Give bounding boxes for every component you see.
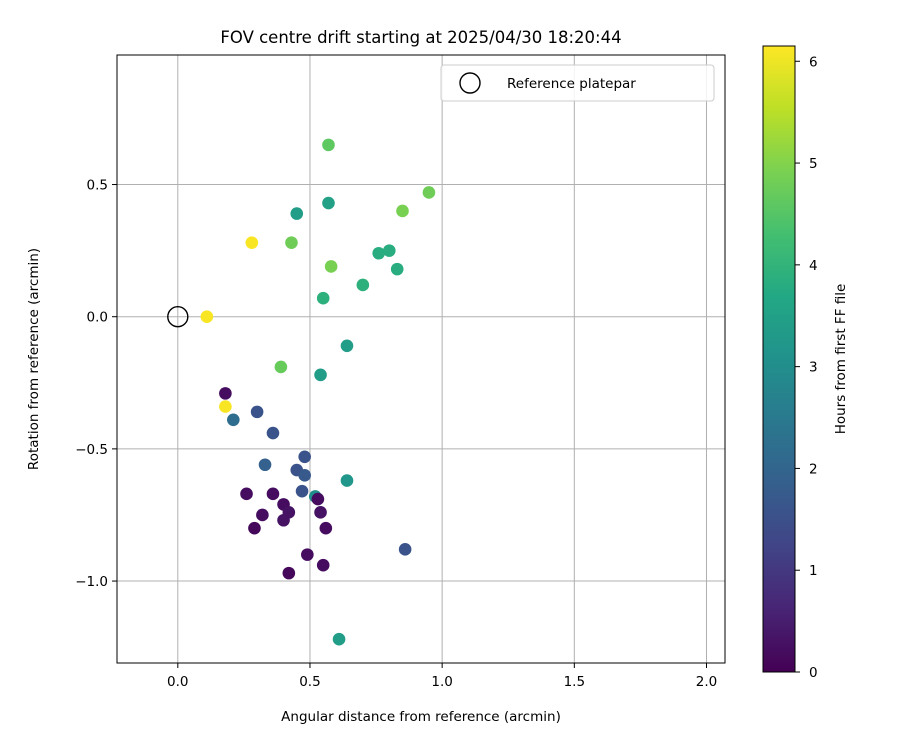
reference-marker: [167, 306, 189, 328]
y-axis-label: Rotation from reference (arcmin): [26, 248, 42, 470]
axis-ticks: 0.0 0.5 1.0 1.5 2.0 0.5 0.0 −0.5 −1.0: [75, 178, 717, 690]
data-point: [324, 260, 338, 273]
y-tick-label: 0.5: [87, 178, 108, 194]
data-point: [311, 492, 325, 506]
chart-title: FOV centre drift starting at 2025/04/30 …: [220, 28, 621, 47]
data-point: [396, 204, 409, 218]
data-point: [219, 400, 232, 413]
data-point: [274, 360, 288, 374]
colorbar-tick-label: 1: [809, 563, 818, 579]
data-point: [422, 186, 436, 199]
data-point: [322, 196, 335, 210]
colorbar-tick-label: 0: [809, 665, 818, 681]
x-tick-label: 0.0: [167, 674, 188, 690]
data-point: [266, 487, 280, 501]
data-point: [277, 513, 290, 527]
colorbar-ticks: 0 1 2 3 4 5 6: [795, 54, 818, 681]
plot-frame: [116, 54, 726, 664]
data-point: [250, 405, 264, 419]
data-point: [398, 543, 412, 556]
data-point: [298, 469, 311, 482]
data-point: [256, 508, 269, 522]
data-point: [266, 426, 280, 440]
legend-box: [440, 64, 715, 102]
colorbar-label: Hours from first FF file: [833, 284, 849, 435]
data-point: [314, 368, 327, 382]
colorbar-gradient: [762, 45, 796, 673]
colorbar-tick-label: 5: [809, 156, 818, 172]
data-point: [356, 278, 370, 292]
legend-entry-reference: Reference platepar: [507, 76, 636, 92]
data-point: [301, 548, 314, 561]
x-tick-label: 1.5: [564, 674, 585, 690]
data-point: [290, 207, 304, 220]
reference-platepar-point: [167, 306, 189, 328]
data-point: [295, 484, 309, 498]
x-tick-label: 0.5: [299, 674, 320, 690]
x-tick-label: 1.0: [431, 674, 452, 690]
colorbar-tick-label: 4: [809, 258, 818, 274]
x-axis-label: Angular distance from reference (arcmin): [281, 709, 561, 725]
data-point: [227, 413, 240, 427]
data-point: [340, 339, 354, 353]
y-tick-label: −0.5: [75, 442, 108, 458]
data-point: [258, 458, 272, 472]
legend-reference-marker: [459, 72, 481, 94]
data-point: [390, 262, 404, 276]
data-point: [319, 521, 333, 535]
colorbar-tick-label: 2: [809, 461, 818, 477]
data-point: [245, 236, 259, 249]
data-point: [285, 236, 298, 249]
data-point: [332, 632, 346, 646]
colorbar-tick-label: 3: [809, 360, 818, 376]
data-point: [322, 138, 335, 152]
colorbar-tick-label: 6: [809, 54, 818, 70]
x-tick-label: 2.0: [696, 674, 717, 690]
data-point: [298, 450, 311, 464]
data-point: [316, 291, 330, 305]
y-tick-label: 0.0: [87, 310, 108, 326]
data-point: [316, 558, 330, 572]
data-point: [340, 474, 354, 487]
colorbar: 0 1 2 3 4 5 6 Hours from first FF file: [762, 45, 849, 681]
data-point: [372, 246, 386, 260]
data-point: [248, 521, 261, 535]
data-points: [200, 138, 436, 646]
data-point: [240, 487, 253, 501]
data-point: [200, 310, 214, 324]
data-point: [382, 244, 396, 257]
legend: Reference platepar: [440, 64, 715, 102]
data-point: [314, 506, 327, 519]
data-point: [219, 387, 232, 400]
y-tick-label: −1.0: [75, 574, 108, 590]
grid-lines: [117, 55, 725, 663]
data-point: [282, 566, 296, 580]
